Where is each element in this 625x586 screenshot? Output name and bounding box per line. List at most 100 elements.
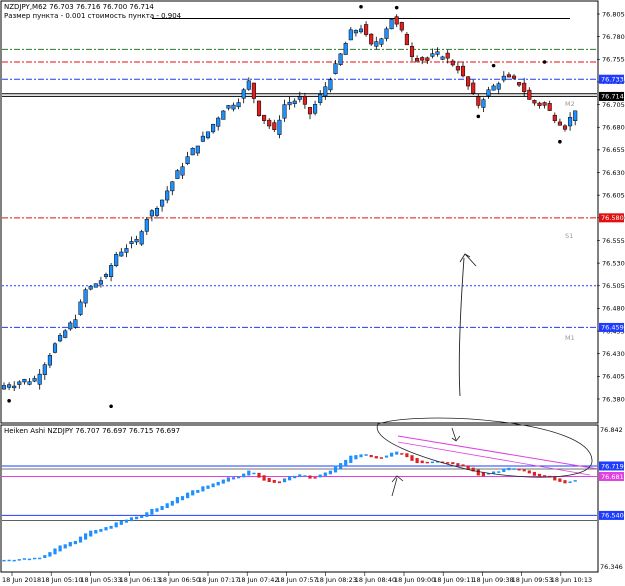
candle-body <box>27 381 32 385</box>
candle-body <box>394 16 399 25</box>
magenta-trendline-upper <box>397 435 599 470</box>
candle-body <box>190 147 195 156</box>
time-tick-label: 18 Jun 09:11 <box>433 576 474 584</box>
candle-body <box>389 19 394 30</box>
ha-candle <box>512 468 516 470</box>
ha-candle <box>155 508 159 512</box>
candle-body <box>47 355 52 366</box>
sub-price-tag-label: 76.719 <box>601 462 624 470</box>
ha-candle <box>282 478 287 483</box>
candle-body <box>287 101 292 106</box>
time-tick-label: 18 Jun 10:13 <box>551 576 592 584</box>
candle-body <box>149 210 154 217</box>
ha-candle <box>328 470 332 475</box>
ha-candle <box>170 500 174 506</box>
ha-candle <box>73 540 77 545</box>
ha-candle <box>313 477 317 479</box>
main-candles <box>1 14 578 392</box>
candle-body <box>160 199 165 207</box>
ha-candle <box>150 508 154 515</box>
ha-candle <box>175 497 179 504</box>
candle-body <box>333 63 338 74</box>
ha-candle <box>237 476 241 479</box>
ha-candle <box>446 462 450 464</box>
ha-candle <box>492 471 496 474</box>
candle-body <box>272 122 277 130</box>
candle-body <box>537 102 542 106</box>
price-tag-label: 76.580 <box>601 214 624 222</box>
price-tick-label: 76.705 <box>602 101 625 109</box>
ha-candle <box>196 489 200 493</box>
candle-body <box>573 110 578 121</box>
ha-candle <box>104 527 108 531</box>
hand-drawn-arrow <box>458 257 465 397</box>
ha-candle <box>277 481 281 484</box>
main-header-symbol: NZDJPY,M62 76.703 76.716 76.700 76.714 <box>4 3 154 11</box>
time-tick-label: 18 Jun 07:42 <box>237 576 278 584</box>
main-panel-frame <box>0 0 599 424</box>
candle-body <box>338 53 343 65</box>
price-tick-label: 76.755 <box>602 56 625 64</box>
ha-candle <box>180 496 185 501</box>
candle-body <box>445 52 450 59</box>
ha-candle <box>308 475 312 479</box>
candle-body <box>134 238 139 243</box>
candle-body <box>226 105 231 109</box>
ha-candle <box>135 516 139 520</box>
candle-body <box>369 33 374 45</box>
fractal-dot <box>542 60 547 64</box>
time-tick-label: 18 Jun 07:17 <box>198 576 239 584</box>
ha-candle <box>456 463 460 466</box>
candle-body <box>511 75 517 79</box>
candle-body <box>256 100 262 117</box>
ha-candle <box>109 525 113 529</box>
ha-candle <box>99 529 103 532</box>
candle-body <box>139 231 144 245</box>
candle-body <box>466 76 471 87</box>
price-tag-bg <box>599 74 624 84</box>
ha-candle <box>527 470 531 474</box>
candle-body <box>246 80 251 90</box>
candle-body <box>165 190 170 201</box>
ha-candle <box>471 467 475 472</box>
ha-candle <box>201 486 205 492</box>
ha-candle <box>390 452 394 457</box>
sub-price-tag-bg <box>599 471 624 481</box>
candle-body <box>170 181 175 192</box>
ha-candle <box>94 529 98 534</box>
candle-body <box>37 373 42 385</box>
candle-body <box>195 145 200 154</box>
ha-candle <box>410 455 414 461</box>
ha-candle <box>425 461 429 464</box>
ha-candle <box>374 456 378 459</box>
candle-body <box>129 241 134 244</box>
ha-candle <box>48 552 52 557</box>
candle-body <box>450 60 455 66</box>
ha-candle <box>476 469 480 476</box>
candle-body <box>52 343 58 353</box>
candle-body <box>353 30 358 34</box>
price-tick-label: 76.405 <box>602 373 625 381</box>
candle-body <box>399 22 404 31</box>
ha-candle <box>522 469 526 472</box>
candle-body <box>124 248 129 253</box>
candle-body <box>200 135 205 142</box>
ha-candle <box>420 460 424 464</box>
candle-body <box>302 96 307 105</box>
candle-body <box>568 117 573 127</box>
ha-candle <box>53 548 57 555</box>
ha-candle <box>231 477 236 480</box>
candle-body <box>83 289 88 304</box>
candle-body <box>313 104 318 114</box>
candle-body <box>292 100 297 104</box>
price-tag-label: 76.733 <box>601 76 624 84</box>
time-tick-label: 18 Jun 05:10 <box>41 576 82 584</box>
ha-candle <box>298 474 302 478</box>
sub-price-tick-bottom: 76.346 <box>600 563 623 571</box>
candle-body <box>42 364 47 375</box>
candle-body <box>379 38 384 45</box>
ha-candle <box>124 519 128 523</box>
ha-candle <box>543 475 547 477</box>
